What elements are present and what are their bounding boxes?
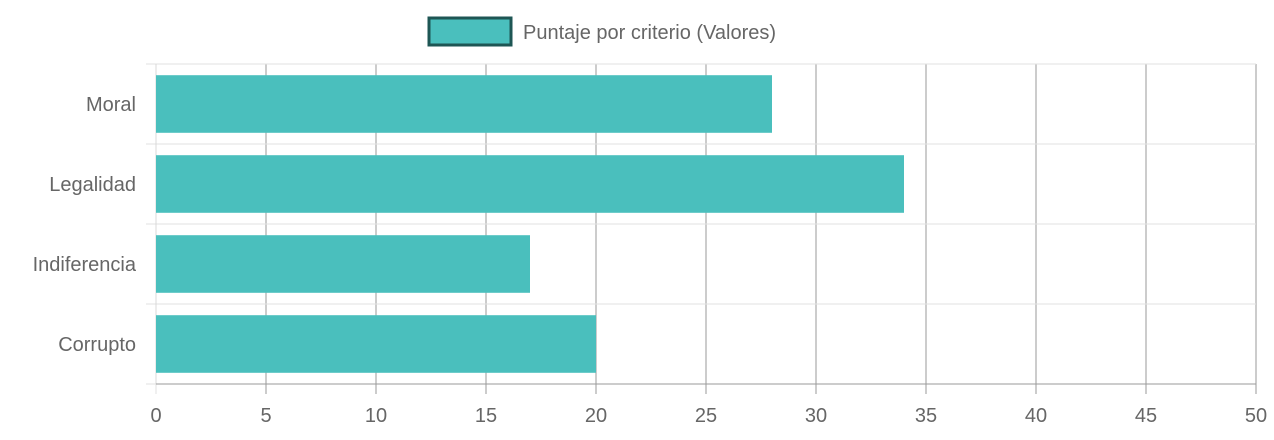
x-tick-label: 50 xyxy=(1245,405,1267,427)
y-tick-label: Moral xyxy=(86,94,136,116)
y-tick-label: Legalidad xyxy=(49,174,136,196)
x-tick-label: 35 xyxy=(915,405,937,427)
x-tick-label: 0 xyxy=(150,405,161,427)
x-tick-label: 30 xyxy=(805,405,827,427)
x-tick-label: 40 xyxy=(1025,405,1047,427)
x-tick-label: 25 xyxy=(695,405,717,427)
y-tick-label: Indiferencia xyxy=(33,254,137,276)
x-tick-label: 20 xyxy=(585,405,607,427)
x-tick-label: 45 xyxy=(1135,405,1157,427)
bar-indiferencia[interactable] xyxy=(156,235,530,293)
bar-moral[interactable] xyxy=(156,75,772,133)
y-tick-label: Corrupto xyxy=(58,334,136,356)
legend-swatch[interactable] xyxy=(427,16,513,47)
bar-legalidad[interactable] xyxy=(156,155,904,213)
x-tick-label: 5 xyxy=(260,405,271,427)
legend[interactable]: Puntaje por criterio (Valores) xyxy=(427,16,776,47)
bar-corrupto[interactable] xyxy=(156,315,596,373)
bars xyxy=(156,75,904,373)
x-axis-labels: 0 5 10 15 20 25 30 35 40 45 50 xyxy=(150,405,1267,427)
x-tick-label: 15 xyxy=(475,405,497,427)
x-tick-label: 10 xyxy=(365,405,387,427)
y-axis-labels: Moral Legalidad Indiferencia Corrupto xyxy=(33,94,137,356)
legend-label[interactable]: Puntaje por criterio (Valores) xyxy=(523,22,776,44)
